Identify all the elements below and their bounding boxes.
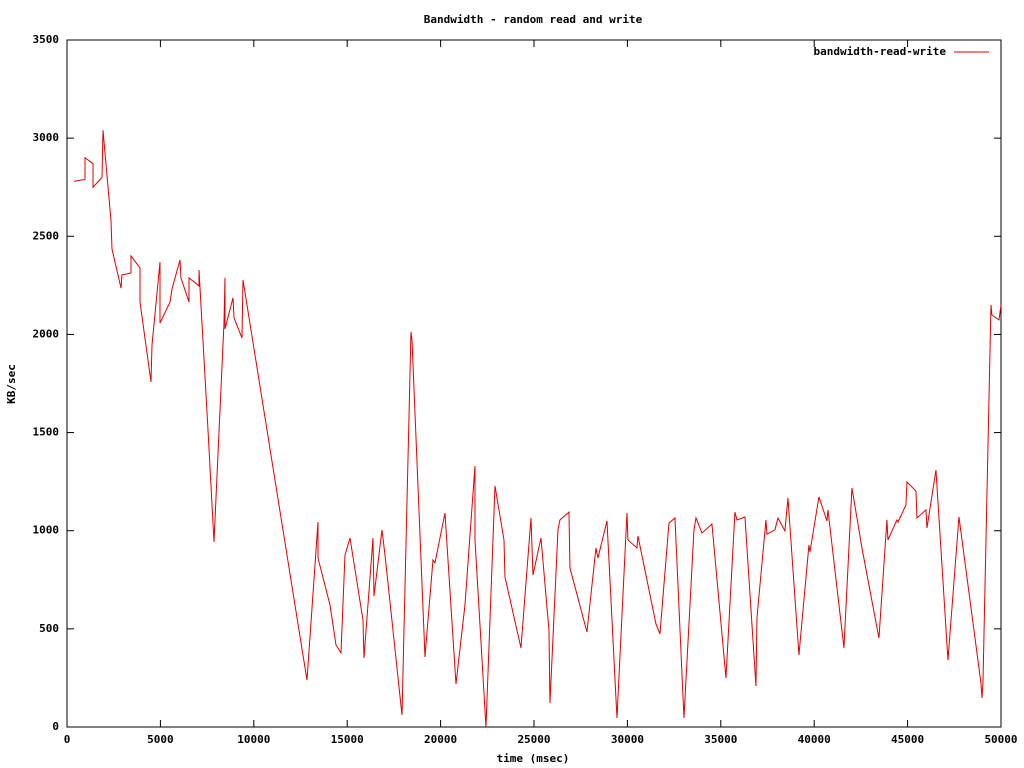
y-tick-label: 500	[39, 622, 59, 635]
x-tick-label: 35000	[704, 733, 737, 746]
y-tick-label: 1000	[33, 524, 60, 537]
y-tick-label: 2000	[33, 327, 60, 340]
y-tick-label: 3000	[33, 131, 60, 144]
x-tick-label: 30000	[611, 733, 644, 746]
x-tick-label: 20000	[424, 733, 457, 746]
y-tick-label: 0	[52, 720, 59, 733]
y-axis-label: KB/sec	[5, 364, 18, 404]
plot-frame	[66, 39, 1002, 728]
x-tick-label: 15000	[331, 733, 364, 746]
y-tick-label: 2500	[33, 229, 60, 242]
y-tick-label: 3500	[33, 33, 60, 46]
x-axis-label: time (msec)	[497, 752, 570, 765]
x-tick-label: 40000	[798, 733, 831, 746]
x-tick-label: 50000	[984, 733, 1017, 746]
x-tick-label: 0	[64, 733, 71, 746]
chart-title: Bandwidth - random read and write	[424, 13, 643, 26]
data-line	[73, 130, 1002, 728]
x-tick-label: 45000	[891, 733, 924, 746]
legend-label: bandwidth-read-write	[814, 45, 947, 58]
x-tick-label: 5000	[147, 733, 174, 746]
x-tick-label: 10000	[237, 733, 270, 746]
x-tick-label: 25000	[517, 733, 550, 746]
y-tick-label: 1500	[33, 426, 60, 439]
